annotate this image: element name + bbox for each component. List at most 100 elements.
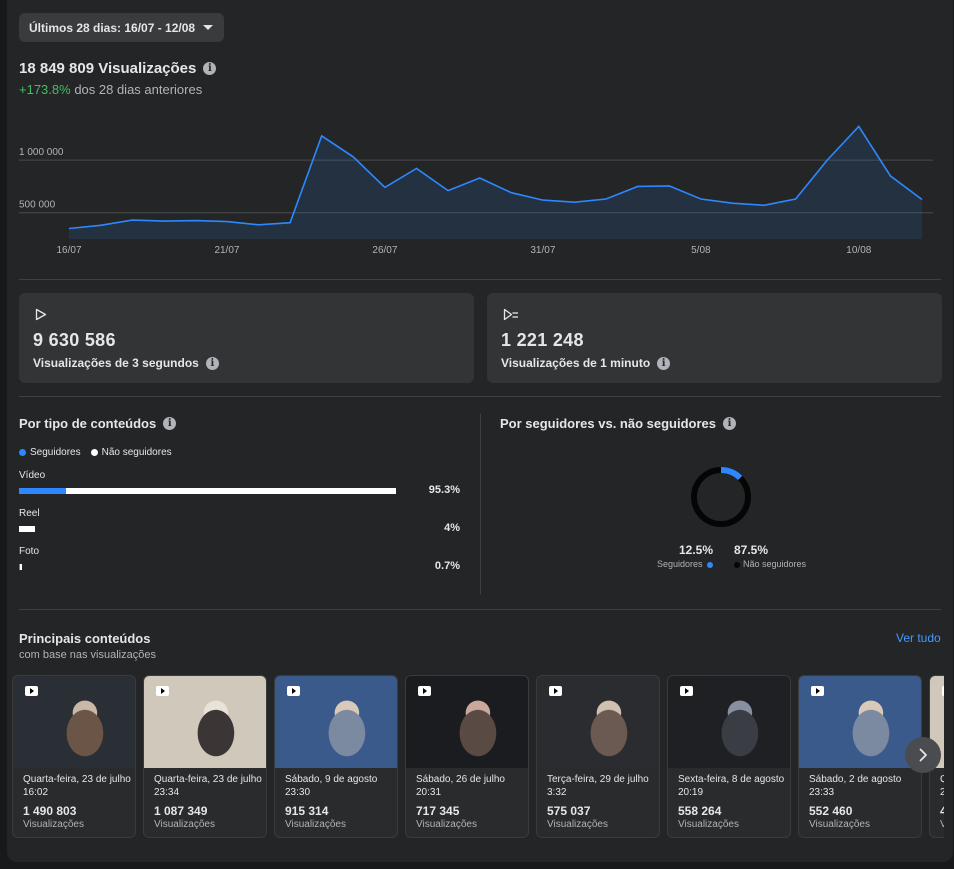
content-views: 717 345 [416, 804, 460, 818]
content-type-title: Por tipo de conteúdos i [19, 416, 177, 431]
video-thumbnail[interactable] [144, 676, 266, 768]
video-thumbnail[interactable] [406, 676, 528, 768]
chart-x-tick-label: 21/07 [214, 245, 239, 256]
video-icon [811, 686, 824, 696]
content-time: 3:32 [547, 787, 567, 798]
content-date: Sábado, 26 de julho [416, 774, 505, 785]
content-type-bar[interactable] [19, 526, 35, 532]
chart-y-tick-label: 1 000 000 [19, 147, 64, 158]
content-date: Q [940, 774, 944, 785]
video-thumbnail[interactable] [275, 676, 397, 768]
top-content-card[interactable]: Sábado, 26 de julho 20:31 717 345 Visualiza… [405, 675, 529, 838]
legend-non-followers-label: Não seguidores [101, 447, 172, 458]
stat-card-3s: 9 630 586 Visualizações de 3 segundos i [19, 293, 474, 383]
top-content-carousel: Quarta-feira, 23 de julho 16:02 1 490 803 V… [12, 675, 944, 841]
content-views: 558 264 [678, 804, 722, 818]
chart-point-26/07[interactable] [382, 184, 388, 190]
content-date: Quarta-feira, 23 de julho [154, 774, 262, 785]
chart-point-04/08[interactable] [666, 183, 672, 189]
top-content-card[interactable]: Sábado, 2 de agosto 23:33 552 460 Visualiza… [798, 675, 922, 838]
dot-icon [90, 448, 98, 456]
chart-x-tick-label: 10/08 [846, 245, 871, 256]
chart-point-11/08[interactable] [887, 173, 893, 179]
content-views-label: Visualizações [809, 819, 870, 830]
stat-card-1m: 1 221 248 Visualizações de 1 minuto i [487, 293, 942, 383]
chart-point-21/07[interactable] [224, 219, 230, 225]
chart-point-08/08[interactable] [793, 196, 799, 202]
chart-point-19/07[interactable] [161, 218, 167, 224]
content-date: Sábado, 2 de agosto [809, 774, 902, 785]
chart-point-10/08[interactable] [856, 123, 862, 129]
content-date: Quarta-feira, 23 de julho [23, 774, 131, 785]
video-icon [680, 686, 693, 696]
content-type-bar[interactable] [19, 488, 397, 494]
carousel-next-button[interactable] [905, 737, 941, 773]
chart-point-18/07[interactable] [129, 217, 135, 223]
total-views-text: 18 849 809 Visualizações [19, 60, 197, 77]
top-content-card[interactable]: Sexta-feira, 8 de agosto 20:19 558 264 Visu… [667, 675, 791, 838]
chart-point-20/07[interactable] [192, 218, 198, 224]
content-views: 1 087 349 [154, 804, 208, 818]
content-time: 20:31 [416, 787, 442, 798]
chart-point-17/07[interactable] [98, 222, 104, 228]
content-views: 552 460 [809, 804, 853, 818]
chart-point-24/07[interactable] [319, 133, 325, 139]
see-all-link[interactable]: Ver tudo [896, 631, 941, 645]
content-type-bar-followers [19, 564, 21, 570]
content-views-label: Visualizações [547, 819, 608, 830]
content-type-label: Vídeo [19, 470, 46, 481]
chart-area [69, 126, 922, 239]
top-content-card[interactable]: Quarta-feira, 23 de julho 16:02 1 490 803 V… [12, 675, 136, 838]
followers-label-row: Seguidores [643, 559, 713, 569]
info-icon[interactable]: i [163, 417, 177, 430]
top-content-card[interactable]: Quarta-feira, 23 de julho 23:34 1 087 349 V… [143, 675, 267, 838]
content-views-label: Visualizações [154, 819, 215, 830]
chart-y-tick-label: 500 000 [19, 200, 56, 211]
video-thumbnail[interactable] [13, 676, 135, 768]
stat-label: Visualizações de 1 minuto i [501, 356, 671, 370]
stat-label: Visualizações de 3 segundos i [33, 356, 219, 370]
video-thumbnail[interactable] [537, 676, 659, 768]
chart-point-09/08[interactable] [824, 157, 830, 163]
chart-point-25/07[interactable] [350, 154, 356, 160]
chart-point-29/07[interactable] [477, 175, 483, 181]
video-icon [418, 686, 431, 696]
video-thumbnail[interactable] [668, 676, 790, 768]
content-type-bar[interactable] [19, 564, 22, 570]
top-content-card[interactable]: Terça-feira, 29 de julho 3:32 575 037 Visua… [536, 675, 660, 838]
chart-point-03/08[interactable] [635, 183, 641, 189]
chart-point-22/07[interactable] [256, 222, 262, 228]
video-icon [287, 686, 300, 696]
chart-x-tick-label: 5/08 [691, 245, 711, 256]
video-thumbnail[interactable] [799, 676, 921, 768]
chart-point-02/08[interactable] [603, 196, 609, 202]
chart-point-27/07[interactable] [414, 166, 420, 172]
info-icon[interactable]: i [723, 417, 737, 430]
views-chart: 1 000 000 500 000 16/07 21/07 26/07 31/07 5/0… [19, 123, 933, 256]
content-date: Terça-feira, 29 de julho [547, 774, 649, 785]
stat-label-text: Visualizações de 3 segundos [33, 356, 199, 370]
content-date: Sábado, 9 de agosto [285, 774, 378, 785]
chart-point-23/07[interactable] [287, 220, 293, 226]
chart-point-30/07[interactable] [508, 190, 514, 196]
info-icon[interactable]: i [205, 356, 219, 370]
video-icon [25, 686, 38, 696]
content-time: 16:02 [23, 787, 49, 798]
chart-point-05/08[interactable] [698, 196, 704, 202]
content-type-label: Foto [19, 546, 40, 557]
dot-icon [734, 561, 740, 568]
divider [19, 609, 941, 610]
info-icon[interactable]: i [657, 356, 671, 370]
info-icon[interactable]: i [203, 62, 217, 75]
chart-point-16/07[interactable] [66, 225, 72, 231]
chart-point-12/08[interactable] [919, 197, 925, 203]
content-views: 915 314 [285, 804, 329, 818]
video-icon [156, 686, 169, 696]
chart-point-31/07[interactable] [540, 197, 546, 203]
chart-point-06/08[interactable] [729, 200, 735, 206]
chart-point-28/07[interactable] [445, 188, 451, 194]
top-content-card[interactable]: Sábado, 9 de agosto 23:30 915 314 Visualiza… [274, 675, 398, 838]
chart-point-01/08[interactable] [571, 199, 577, 205]
chart-point-07/08[interactable] [761, 202, 767, 208]
date-range-dropdown[interactable]: Últimos 28 dias: 16/07 - 12/08 [19, 13, 225, 42]
